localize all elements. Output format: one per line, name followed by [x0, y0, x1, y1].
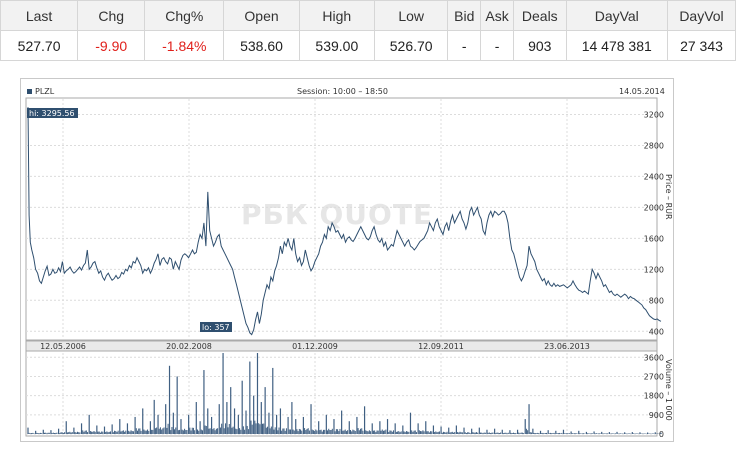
quote-header-row: Last Chg Chg% Open High Low Bid Ask Deal…	[0, 0, 736, 31]
value-high: 539.00	[298, 30, 375, 61]
price-tick-label: 3200	[644, 110, 664, 119]
price-tick-label: 2000	[644, 203, 664, 212]
header-deals: Deals	[513, 0, 567, 31]
volume-axis-ticks: 3600 2700 1800 900 0	[644, 353, 664, 439]
hi-label: hi: 3295.56	[29, 109, 75, 118]
price-tick-label: 2400	[644, 172, 664, 181]
header-chg: Chg	[77, 0, 146, 31]
volume-tick-label: 1800	[644, 392, 664, 401]
volume-axis-label: Volume – 1 000	[664, 359, 673, 421]
lo-label-box	[200, 322, 232, 332]
price-tick-label: 800	[649, 296, 664, 305]
price-axis-label: Price – RUR	[664, 174, 673, 220]
header-open: Open	[223, 0, 300, 31]
header-dayvol: DayVol	[667, 0, 736, 31]
price-chart: PLZL Session: 10:00 – 18:50 14.05.2014 Р…	[20, 78, 674, 442]
ticker-label: PLZL	[35, 87, 55, 96]
price-tick-label: 2800	[644, 141, 664, 150]
legend-swatch	[27, 89, 32, 94]
quote-value-row: 527.70 -9.90 -1.84% 538.60 539.00 526.70…	[0, 30, 736, 61]
price-plot-frame	[25, 97, 658, 341]
hi-label-box	[27, 108, 78, 118]
volume-plot-frame	[25, 350, 658, 437]
header-high: High	[298, 0, 375, 31]
value-bid: -	[447, 30, 482, 61]
date-label: 14.05.2014	[619, 87, 665, 96]
header-low: Low	[373, 0, 449, 31]
date-tick-label: 20.02.2008	[166, 342, 212, 351]
header-bid: Bid	[447, 0, 482, 31]
lo-label: lo: 357	[202, 323, 230, 332]
value-last: 527.70	[0, 30, 79, 61]
watermark: РБК QUOTE	[241, 198, 433, 231]
header-dayval: DayVal	[565, 0, 669, 31]
volume-tick-label: 0	[659, 430, 664, 439]
chart-canvas: PLZL Session: 10:00 – 18:50 14.05.2014 Р…	[25, 87, 673, 439]
volume-bars	[27, 353, 662, 434]
value-dayval: 14 478 381	[565, 30, 669, 61]
value-ask: -	[480, 30, 515, 61]
price-tick-label: 400	[649, 327, 664, 336]
quote-table: Last Chg Chg% Open High Low Bid Ask Deal…	[0, 0, 736, 61]
value-chg-pct: -1.84%	[144, 30, 225, 61]
volume-tick-label: 3600	[644, 353, 664, 362]
header-last: Last	[0, 0, 79, 31]
date-tick-label: 23.06.2013	[544, 342, 590, 351]
value-low: 526.70	[373, 30, 449, 61]
header-chg-pct: Chg%	[144, 0, 225, 31]
price-axis-ticks: 3200 2800 2400 2000 1600 1200 800 400	[644, 110, 664, 336]
value-dayvol: 27 343	[667, 30, 736, 61]
date-axis-ticks: 12.05.2006 20.02.2008 01.12.2009 12.09.2011…	[40, 342, 590, 351]
date-tick-label: 12.09.2011	[418, 342, 464, 351]
date-grid	[62, 99, 568, 434]
price-tick-label: 1600	[644, 234, 664, 243]
volume-tick-label: 2700	[644, 372, 664, 381]
value-deals: 903	[513, 30, 567, 61]
session-label: Session: 10:00 – 18:50	[297, 87, 388, 96]
price-series-line	[27, 107, 662, 336]
price-grid	[26, 113, 657, 332]
value-chg: -9.90	[77, 30, 146, 61]
date-tick-label: 12.05.2006	[40, 342, 86, 351]
volume-tick-label: 900	[649, 411, 664, 420]
price-tick-label: 1200	[644, 265, 664, 274]
date-tick-label: 01.12.2009	[292, 342, 338, 351]
header-ask: Ask	[480, 0, 515, 31]
value-open: 538.60	[223, 30, 300, 61]
